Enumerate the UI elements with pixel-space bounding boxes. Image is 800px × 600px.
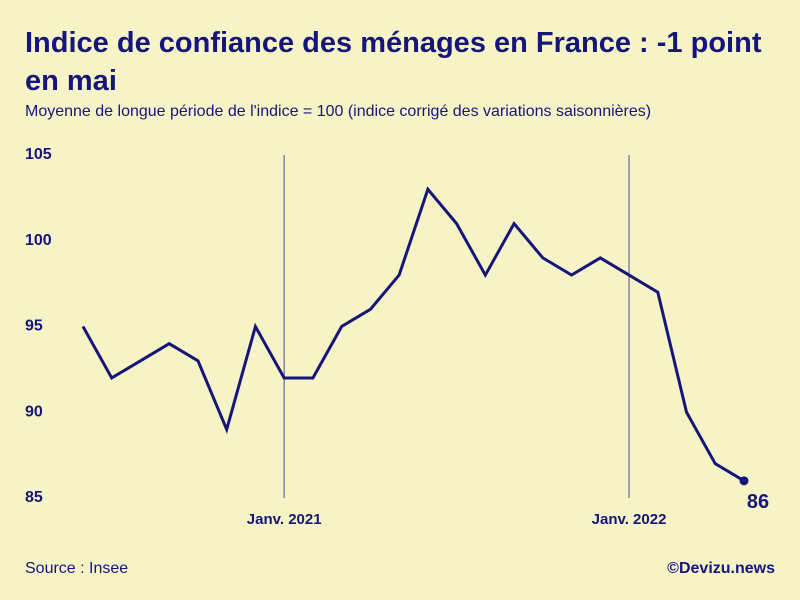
source: Source : Insee: [25, 560, 129, 577]
y-tick-label: 100: [25, 232, 52, 249]
credit: ©Devizu.news: [667, 560, 775, 577]
chart-title: Indice de confiance des ménages en Franc…: [25, 27, 762, 97]
x-tick-label: Janv. 2022: [592, 511, 667, 528]
end-point: [739, 476, 749, 486]
chart-subtitle: Moyenne de longue période de l'indice = …: [25, 103, 652, 120]
y-tick-label: 95: [25, 318, 43, 335]
y-tick-label: 85: [25, 489, 43, 506]
y-tick-label: 90: [25, 403, 43, 420]
value-label: 86: [747, 491, 769, 513]
y-tick-label: 105: [25, 146, 52, 163]
data-line: [81, 186, 745, 483]
x-tick-label: Janv. 2021: [247, 511, 322, 528]
